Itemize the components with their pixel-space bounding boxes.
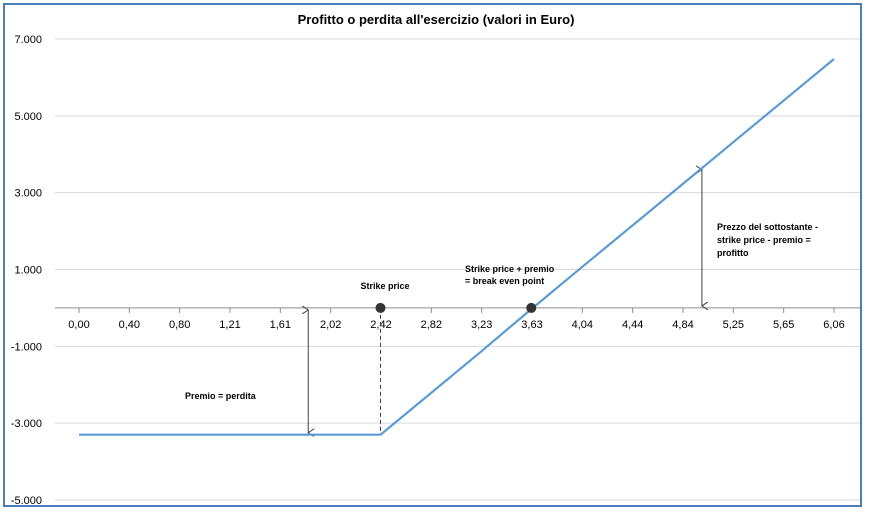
- y-tick-label: 5.000: [14, 111, 42, 123]
- x-tick-label: 5,25: [723, 319, 744, 331]
- x-tick-label: 0,80: [169, 319, 190, 331]
- annotation-breakeven-line2: = break even point: [465, 276, 544, 286]
- y-tick-label: 3.000: [14, 188, 42, 200]
- annotation-strike-price: Strike price: [360, 281, 409, 291]
- gridlines: [55, 38, 860, 501]
- x-tick-label: 3,23: [471, 319, 492, 331]
- x-tick-label: 6,06: [823, 319, 844, 331]
- annotation-breakeven-line1: Strike price + premio: [465, 264, 555, 274]
- y-tick-label: -1.000: [11, 341, 42, 353]
- annotation-profit-line3: profitto: [717, 248, 749, 258]
- annotation-profit-line1: Prezzo del sottostante -: [717, 222, 818, 232]
- x-tick-label: 2,02: [320, 319, 341, 331]
- guide-lines: [308, 170, 702, 435]
- point-markers: [375, 302, 537, 313]
- point-marker-break-even: [526, 302, 537, 313]
- point-marker-strike: [375, 302, 386, 313]
- x-axis: 0,000,400,801,211,612,022,422,823,233,63…: [55, 307, 860, 331]
- x-tick-label: 3,63: [521, 319, 542, 331]
- x-tick-label: 1,61: [270, 319, 291, 331]
- x-tick-label: 2,82: [421, 319, 442, 331]
- series-group: [79, 58, 835, 436]
- series-line: [79, 58, 835, 436]
- x-tick-label: 4,04: [572, 319, 593, 331]
- x-tick-label: 0,00: [68, 319, 89, 331]
- chart-title: Profitto o perdita all'esercizio (valori…: [298, 12, 575, 27]
- annotation-premium: Premio = perdita: [185, 391, 257, 401]
- x-tick-label: 5,65: [773, 319, 794, 331]
- x-tick-label: 4,44: [622, 319, 643, 331]
- y-tick-label: 7.000: [14, 34, 42, 46]
- x-tick-label: 1,21: [219, 319, 240, 331]
- x-tick-label: 0,40: [119, 319, 140, 331]
- annotation-profit-line2: strike price - premio =: [717, 235, 811, 245]
- y-tick-label: -5.000: [11, 495, 42, 507]
- y-tick-label: 1.000: [14, 265, 42, 277]
- y-tick-label: -3.000: [11, 418, 42, 430]
- y-tick-labels: 7.000 5.000 3.000 1.000 -1.000 -3.000 -5.000: [11, 34, 42, 507]
- x-tick-label: 4,84: [672, 319, 693, 331]
